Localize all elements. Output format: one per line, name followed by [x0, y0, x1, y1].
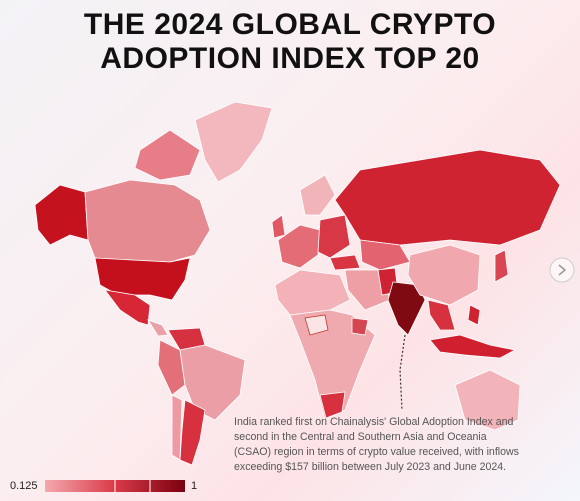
turkey	[329, 254, 361, 271]
carousel-next[interactable]	[549, 257, 575, 283]
scandinavia	[299, 174, 336, 216]
eastern-europe	[317, 214, 351, 259]
middle-east	[344, 269, 391, 311]
south-africa	[319, 391, 346, 419]
mexico	[104, 289, 151, 326]
alaska	[34, 184, 89, 246]
countries	[34, 101, 561, 466]
japan	[494, 249, 509, 283]
ethiopia	[351, 317, 369, 336]
australia	[454, 369, 521, 431]
china	[407, 244, 481, 306]
southeast-asia	[427, 299, 456, 331]
colombia-peru	[157, 339, 186, 396]
nigeria	[304, 314, 329, 336]
argentina	[179, 399, 206, 466]
kazakhstan	[359, 239, 411, 271]
annotation-pointer	[399, 334, 406, 411]
philippines	[467, 304, 481, 326]
chile	[171, 394, 183, 461]
north-africa	[274, 269, 351, 316]
canada-north	[134, 129, 201, 181]
usa	[94, 257, 191, 301]
greenland	[194, 101, 273, 183]
russia	[334, 149, 561, 246]
title-line: THE 2024 GLOBAL CRYPTO	[83, 8, 497, 41]
annotation: India ranked first on Chainalysis' Globa…	[234, 416, 519, 473]
legend-max-label: 1	[191, 480, 198, 492]
africa	[289, 309, 376, 421]
canada	[84, 179, 211, 263]
uk	[271, 214, 286, 239]
carousel-arrow[interactable]	[558, 264, 567, 276]
legend-min-label: 0.125	[10, 480, 38, 492]
title-line: ADOPTION INDEX TOP 20	[100, 42, 480, 75]
western-europe	[277, 224, 321, 269]
brazil	[179, 344, 246, 421]
title: THE 2024 GLOBAL CRYPTO ADOPTION INDEX TO…	[0, 8, 580, 76]
indonesia	[429, 334, 517, 359]
central-america	[147, 319, 169, 337]
